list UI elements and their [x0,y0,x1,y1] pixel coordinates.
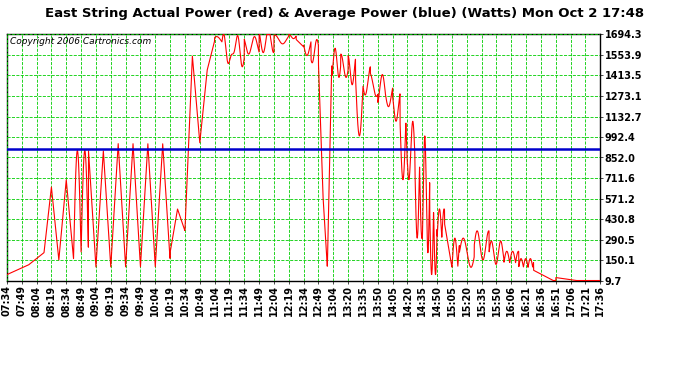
Text: East String Actual Power (red) & Average Power (blue) (Watts) Mon Oct 2 17:48: East String Actual Power (red) & Average… [46,8,644,21]
Text: Copyright 2006 Cartronics.com: Copyright 2006 Cartronics.com [10,38,151,46]
